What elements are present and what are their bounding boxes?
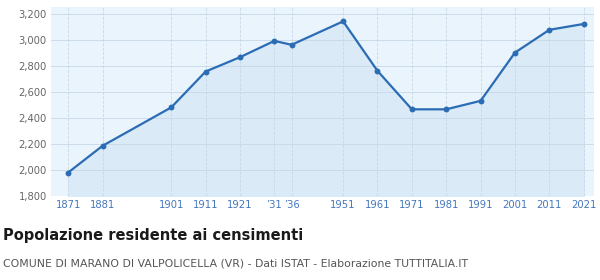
Point	[579, 22, 589, 26]
Text: Popolazione residente ai censimenti: Popolazione residente ai censimenti	[3, 228, 303, 243]
Point	[98, 144, 107, 148]
Point	[287, 43, 296, 47]
Point	[235, 55, 245, 59]
Point	[338, 19, 348, 24]
Point	[269, 39, 279, 43]
Point	[510, 50, 520, 55]
Point	[442, 107, 451, 111]
Point	[407, 107, 416, 111]
Point	[373, 69, 382, 73]
Point	[166, 105, 176, 109]
Point	[545, 27, 554, 32]
Point	[64, 170, 73, 175]
Text: COMUNE DI MARANO DI VALPOLICELLA (VR) - Dati ISTAT - Elaborazione TUTTITALIA.IT: COMUNE DI MARANO DI VALPOLICELLA (VR) - …	[3, 259, 468, 269]
Point	[201, 69, 211, 74]
Point	[476, 99, 485, 103]
